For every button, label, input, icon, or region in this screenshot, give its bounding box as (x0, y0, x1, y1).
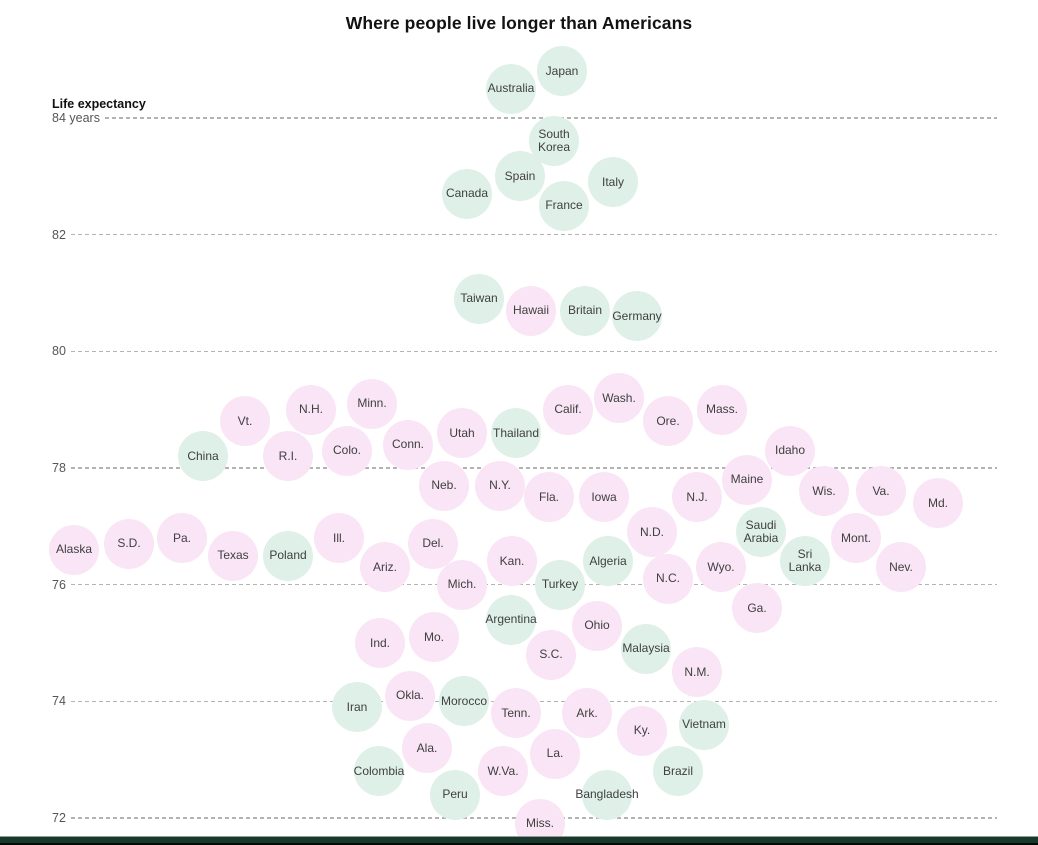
bubble-ala: Ala. (402, 723, 452, 773)
bubble-del: Del. (408, 518, 458, 569)
bubble-peru: Peru (430, 769, 480, 820)
bubble-vietnam: Vietnam (679, 699, 729, 750)
gridline (70, 233, 997, 236)
bubble-spain: Spain (495, 151, 545, 202)
bubble-japan: Japan (537, 46, 587, 97)
bubble-wash: Wash. (594, 373, 644, 423)
bubble-n-y: N.Y. (475, 460, 525, 511)
y-tick-80: 80 (52, 343, 997, 359)
bubble-bangladesh: Bangladesh (575, 769, 639, 820)
bubble-canada: Canada (442, 168, 492, 219)
bubble-hawaii: Hawaii (506, 285, 556, 336)
y-tick-label: 82 (52, 227, 66, 242)
bubble-thailand: Thailand (491, 408, 541, 458)
bubble-ill: Ill. (314, 513, 364, 563)
bubble-malaysia: Malaysia (621, 623, 671, 674)
y-tick-label: 78 (52, 461, 66, 475)
bubble-s-d: S.D. (104, 518, 154, 569)
y-tick-label: 72 (52, 811, 66, 825)
bubble-neb: Neb. (419, 460, 469, 511)
bubble-s-c: S.C. (526, 629, 576, 680)
bubble-ariz: Ariz. (360, 542, 410, 593)
bubble-idaho: Idaho (765, 425, 815, 476)
bubble-okla: Okla. (385, 670, 435, 721)
bubble-poland: Poland (263, 530, 313, 581)
bubble-kan: Kan. (487, 536, 537, 587)
bubble-colo: Colo. (322, 425, 372, 476)
bubble-turkey: Turkey (535, 559, 585, 610)
bubble-britain: Britain (560, 285, 610, 336)
bubble-fla: Fla. (524, 472, 574, 523)
gridline (70, 467, 997, 469)
bubble-ore: Ore. (643, 396, 693, 447)
bubble-iran: Iran (332, 682, 382, 733)
bubble-saudi-arabia: Saudi Arabia (736, 507, 786, 558)
bubble-conn: Conn. (383, 419, 433, 470)
bubble-italy: Italy (588, 157, 638, 208)
bubble-mass: Mass. (697, 384, 747, 435)
bubble-n-m: N.M. (672, 647, 722, 698)
bubble-la: La. (530, 728, 580, 779)
y-tick-label: 76 (52, 577, 66, 592)
bubble-argentina: Argentina (485, 594, 537, 645)
y-tick-label: 84 years (52, 111, 100, 125)
gridline (70, 350, 997, 353)
bubble-va: Va. (856, 466, 906, 517)
y-tick-84: 84 years (52, 110, 997, 126)
y-tick-label: 80 (52, 344, 66, 359)
bubble-mo: Mo. (409, 612, 459, 663)
bubble-n-j: N.J. (672, 472, 722, 523)
bubble-n-h: N.H. (286, 384, 336, 435)
bubble-colombia: Colombia (354, 746, 404, 797)
bubble-n-d: N.D. (627, 507, 677, 558)
bubble-china: China (178, 431, 228, 482)
bubble-france: France (539, 180, 589, 231)
bubble-germany: Germany (612, 291, 662, 342)
bubble-wyo: Wyo. (696, 542, 746, 593)
bubble-utah: Utah (437, 408, 487, 458)
bubble-vt: Vt. (220, 396, 270, 447)
bubble-iowa: Iowa (579, 472, 629, 523)
y-tick-76: 76 (52, 577, 997, 593)
bubble-n-c: N.C. (643, 553, 693, 604)
y-tick-78: 78 (52, 460, 997, 476)
y-tick-82: 82 (52, 227, 997, 243)
bubble-brazil: Brazil (653, 746, 703, 797)
bottom-bar (0, 836, 1038, 845)
bubble-ark: Ark. (562, 688, 612, 738)
y-axis-title: Life expectancy (52, 97, 146, 111)
bubble-australia: Australia (486, 63, 536, 114)
chart-title: Where people live longer than Americans (345, 13, 693, 33)
bubble-md: Md. (913, 478, 963, 528)
bubble-minn: Minn. (347, 378, 397, 429)
bubble-alaska: Alaska (49, 524, 99, 575)
bubble-mont: Mont. (831, 513, 881, 563)
bubble-morocco: Morocco (439, 676, 489, 727)
bubble-tenn: Tenn. (491, 688, 541, 738)
bubble-ga: Ga. (732, 583, 782, 633)
bubble-w-va: W.Va. (478, 746, 528, 797)
bubble-ohio: Ohio (572, 600, 622, 651)
bubble-ind: Ind. (355, 618, 405, 668)
y-tick-label: 74 (52, 694, 66, 709)
bubble-ky: Ky. (617, 705, 667, 756)
bubble-maine: Maine (722, 454, 772, 505)
bubble-mich: Mich. (437, 559, 487, 610)
gridline (70, 583, 997, 586)
bubble-algeria: Algeria (583, 536, 633, 587)
bubble-sri-lanka: Sri Lanka (780, 536, 830, 587)
bubble-taiwan: Taiwan (454, 273, 504, 324)
bubble-pa: Pa. (157, 513, 207, 563)
bubble-nev: Nev. (876, 542, 926, 593)
bubble-wis: Wis. (799, 466, 849, 517)
bubble-r-i: R.I. (263, 431, 313, 482)
bubble-texas: Texas (208, 530, 258, 581)
bubble-calif: Calif. (543, 384, 593, 435)
